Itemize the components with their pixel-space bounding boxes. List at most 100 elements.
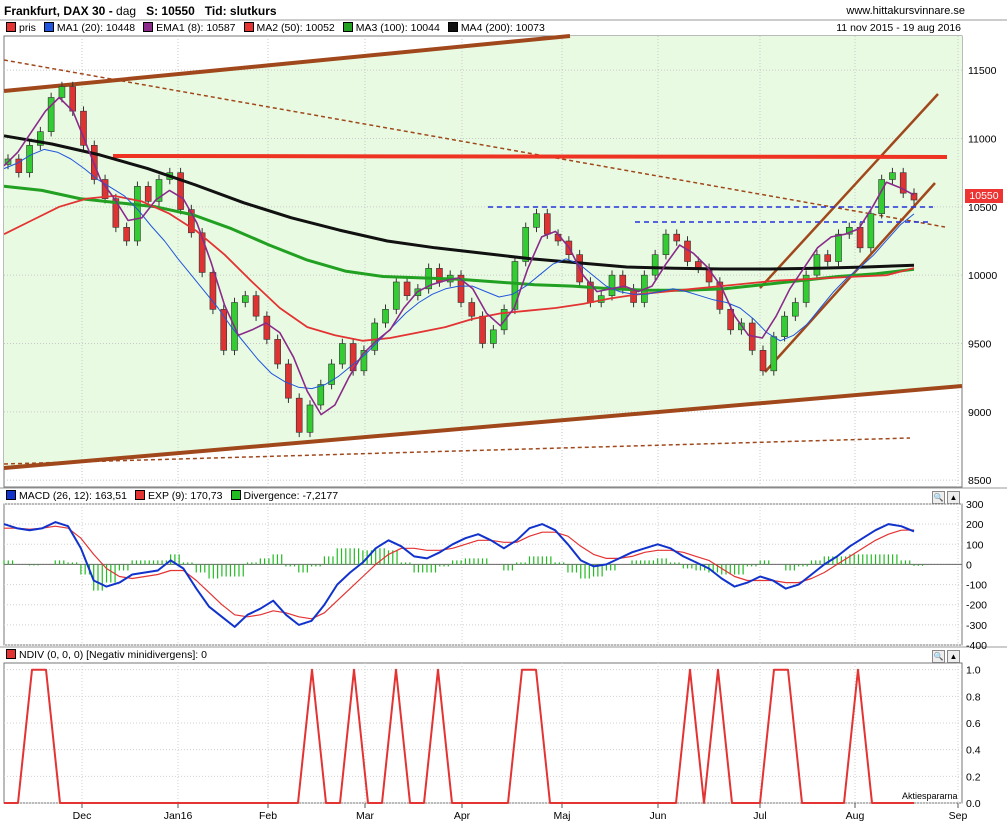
x-tick-label: Jun [650, 810, 667, 822]
lower-trendline [3, 384, 963, 470]
x-tick-label: Apr [454, 810, 471, 822]
instrument-name: Frankfurt, DAX 30 [4, 4, 106, 18]
dashed-trendline [3, 59, 946, 228]
candle [112, 198, 120, 228]
legend-swatch [134, 490, 145, 500]
candle [26, 145, 33, 173]
legend-label: MA2 (50): 10052 [256, 22, 335, 34]
y-tick-label: 10000 [968, 270, 997, 282]
candle [813, 254, 821, 276]
date-range: 11 nov 2015 - 19 aug 2016 [836, 22, 961, 34]
chart-header: Frankfurt, DAX 30 - dag S: 10550 Tid: sl… [0, 0, 1007, 20]
candle [306, 404, 314, 433]
legend-label: MA3 (100): 10044 [355, 22, 440, 34]
legend-label: MA1 (20): 10448 [56, 22, 136, 34]
ma2-50-line [3, 194, 915, 342]
candle [468, 302, 476, 317]
candle [37, 131, 44, 146]
exp-line [4, 525, 915, 620]
resistance-line [112, 154, 948, 159]
legend-swatch [342, 22, 353, 32]
y-tick-label: 8500 [968, 475, 992, 487]
macd-legend: MACD (26, 12): 163,51 EXP (9): 170,73 Dive… [6, 490, 346, 504]
period: dag [116, 4, 137, 18]
candle [274, 339, 281, 365]
candle [134, 186, 141, 242]
legend-label: EXP (9): 170,73 [147, 490, 223, 502]
candle [263, 315, 271, 340]
candle [792, 302, 799, 317]
x-tick-label: Jan16 [164, 810, 193, 822]
candle [533, 213, 540, 228]
candle [457, 274, 465, 303]
candle [295, 397, 303, 433]
candle [123, 227, 130, 242]
candle [543, 213, 551, 235]
legend-swatch [230, 490, 241, 500]
y-tick-label: 0 [966, 559, 972, 571]
candle [716, 281, 724, 310]
site-url[interactable]: www.hittakursvinnare.se [846, 5, 965, 17]
candle [177, 172, 184, 210]
legend-label: MA4 (200): 10073 [460, 22, 545, 34]
candle [209, 272, 217, 310]
candle [403, 281, 411, 296]
legend-label: pris [19, 22, 36, 34]
candle [80, 110, 87, 146]
x-tick-label: Maj [554, 810, 571, 822]
legend-swatch [243, 22, 254, 32]
candle [759, 350, 767, 372]
zoom-icon[interactable]: 🔍 [932, 650, 945, 663]
candle [522, 227, 530, 262]
candle [69, 86, 77, 112]
ema1-8-line [3, 96, 915, 416]
candle [781, 315, 788, 337]
candle [651, 254, 659, 276]
y-tick-label: 10500 [968, 202, 997, 214]
candle [856, 227, 864, 249]
candle [317, 384, 325, 406]
y-tick-label: 200 [966, 519, 984, 531]
legend-entry: MA4 (200): 10073 [447, 22, 545, 34]
candle [392, 281, 400, 310]
last-price-label: S: 10550 [146, 4, 195, 18]
legend-swatch [6, 649, 16, 659]
macd-line [3, 521, 915, 628]
candle [360, 350, 368, 372]
y-tick-label: 0.4 [966, 745, 981, 757]
chart-title: Frankfurt, DAX 30 - dag S: 10550 Tid: sl… [4, 4, 277, 18]
pane-frame [3, 662, 963, 804]
candle [802, 274, 810, 303]
candle [511, 261, 519, 310]
y-tick-label: -300 [966, 620, 987, 632]
candle [824, 254, 832, 262]
watermark: Aktiespararna [902, 791, 958, 801]
candle [910, 192, 918, 201]
time-label: Tid: slutkurs [204, 4, 277, 18]
y-tick-label: -100 [966, 580, 987, 592]
legend-entry: pris [6, 22, 36, 34]
y-tick-label: 300 [966, 499, 984, 511]
last-price-tag: 10550 [965, 189, 1003, 203]
legend-entry: MA2 (50): 10052 [243, 22, 335, 34]
legend-swatch [447, 22, 458, 32]
legend-swatch [43, 22, 54, 32]
y-tick-label: 11500 [968, 65, 997, 77]
candle [15, 158, 23, 173]
legend-swatch [143, 22, 154, 32]
ma4-200-line [3, 134, 915, 271]
candle [662, 233, 670, 255]
y-tick-label: 0.8 [966, 691, 981, 703]
candle [382, 309, 389, 324]
candle [47, 97, 55, 132]
candle [490, 329, 497, 344]
candle [371, 322, 379, 351]
candle [608, 274, 616, 296]
ma1-20-line [3, 148, 915, 390]
candle [188, 209, 195, 234]
legend-label: MACD (26, 12): 163,51 [19, 490, 127, 502]
legend-entry: MA1 (20): 10448 [43, 22, 136, 34]
x-tick-label: Mar [356, 810, 375, 822]
y-tick-label: 9000 [968, 407, 992, 419]
